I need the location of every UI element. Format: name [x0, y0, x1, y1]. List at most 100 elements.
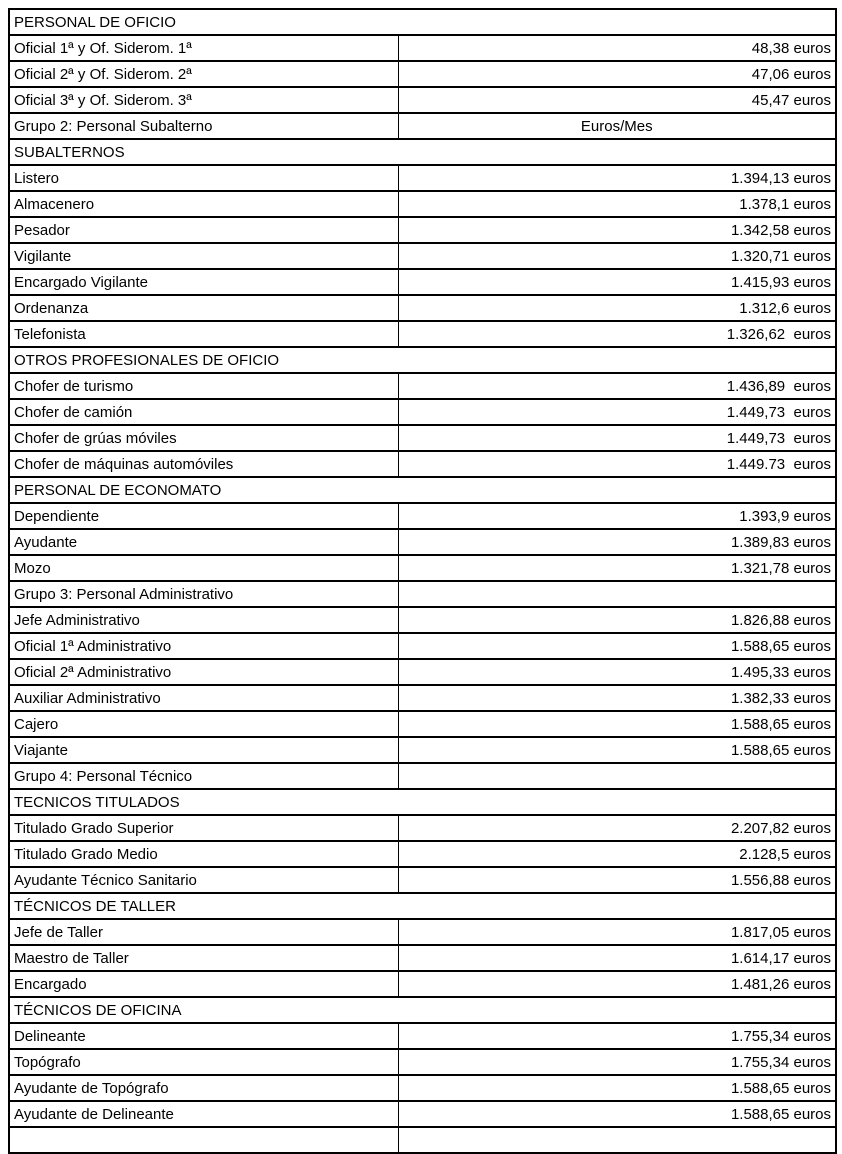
category-label: Topógrafo	[8, 1048, 399, 1076]
category-label: Dependiente	[8, 502, 399, 530]
salary-value: 2.207,82 euros	[397, 814, 837, 842]
salary-value: 1.556,88 euros	[397, 866, 837, 894]
category-label: Maestro de Taller	[8, 944, 399, 972]
category-label: Chofer de máquinas automóviles	[8, 450, 399, 478]
salary-value: 1.394,13 euros	[397, 164, 837, 192]
category-label: Ayudante	[8, 528, 399, 556]
salary-value: 1.588,65 euros	[397, 736, 837, 764]
category-label: Jefe de Taller	[8, 918, 399, 946]
table-row: Viajante 1.588,65 euros	[8, 736, 837, 764]
table-row: Maestro de Taller 1.614,17 euros	[8, 944, 837, 972]
table-row: Ayudante de Topógrafo 1.588,65 euros	[8, 1074, 837, 1102]
table-row: Encargado 1.481,26 euros	[8, 970, 837, 998]
salary-value: 1.393,9 euros	[397, 502, 837, 530]
salary-value: 1.382,33 euros	[397, 684, 837, 712]
category-label: Ayudante de Topógrafo	[8, 1074, 399, 1102]
table-row: Listero 1.394,13 euros	[8, 164, 837, 192]
table-row: Chofer de máquinas automóviles 1.449.73 e…	[8, 450, 837, 478]
table-row: Jefe de Taller 1.817,05 euros	[8, 918, 837, 946]
salary-value: 1.415,93 euros	[397, 268, 837, 296]
salary-value: 1.320,71 euros	[397, 242, 837, 270]
category-label: Oficial 2ª y Of. Siderom. 2ª	[8, 60, 399, 88]
section-title: OTROS PROFESIONALES DE OFICIO	[8, 346, 837, 374]
table-row: Cajero 1.588,65 euros	[8, 710, 837, 738]
table-row: Titulado Grado Superior 2.207,82 euros	[8, 814, 837, 842]
salary-value: 1.449.73 euros	[397, 450, 837, 478]
section-row: OTROS PROFESIONALES DE OFICIO	[8, 346, 837, 374]
category-label	[8, 1126, 399, 1154]
category-label: Ayudante de Delineante	[8, 1100, 399, 1128]
category-label: Jefe Administrativo	[8, 606, 399, 634]
table-row: Mozo 1.321,78 euros	[8, 554, 837, 582]
category-label: Oficial 1ª y Of. Siderom. 1ª	[8, 34, 399, 62]
category-label: Mozo	[8, 554, 399, 582]
amount-column-header: Euros/Mes	[397, 112, 837, 140]
salary-value: 1.321,78 euros	[397, 554, 837, 582]
salary-value: 1.588,65 euros	[397, 1074, 837, 1102]
group-label: Grupo 3: Personal Administrativo	[8, 580, 399, 608]
salary-value: 1.312,6 euros	[397, 294, 837, 322]
table-row: Vigilante 1.320,71 euros	[8, 242, 837, 270]
category-label: Oficial 2ª Administrativo	[8, 658, 399, 686]
salary-value: 45,47 euros	[397, 86, 837, 114]
category-label: Almacenero	[8, 190, 399, 218]
category-label: Viajante	[8, 736, 399, 764]
amount-column-header	[397, 580, 837, 608]
table-row: Oficial 1ª Administrativo 1.588,65 euros	[8, 632, 837, 660]
category-label: Auxiliar Administrativo	[8, 684, 399, 712]
table-row: Almacenero 1.378,1 euros	[8, 190, 837, 218]
salary-value: 1.826,88 euros	[397, 606, 837, 634]
salary-value: 1.588,65 euros	[397, 710, 837, 738]
table-row: Pesador 1.342,58 euros	[8, 216, 837, 244]
salary-value: 1.817,05 euros	[397, 918, 837, 946]
table-row: Dependiente 1.393,9 euros	[8, 502, 837, 530]
salary-value: 48,38 euros	[397, 34, 837, 62]
table-row: Delineante 1.755,34 euros	[8, 1022, 837, 1050]
salary-value: 1.588,65 euros	[397, 1100, 837, 1128]
section-row: PERSONAL DE ECONOMATO	[8, 476, 837, 504]
group-label: Grupo 4: Personal Técnico	[8, 762, 399, 790]
table-row: Ordenanza 1.312,6 euros	[8, 294, 837, 322]
section-row: TÉCNICOS DE OFICINA	[8, 996, 837, 1024]
salary-value: 1.449,73 euros	[397, 398, 837, 426]
table-row: Encargado Vigilante 1.415,93 euros	[8, 268, 837, 296]
salary-value: 1.326,62 euros	[397, 320, 837, 348]
table-row: Chofer de grúas móviles 1.449,73 euros	[8, 424, 837, 452]
table-row: Ayudante Técnico Sanitario 1.556,88 euros	[8, 866, 837, 894]
category-label: Encargado Vigilante	[8, 268, 399, 296]
salary-value: 1.449,73 euros	[397, 424, 837, 452]
table-row: Oficial 1ª y Of. Siderom. 1ª 48,38 euros	[8, 34, 837, 62]
section-title: SUBALTERNOS	[8, 138, 837, 166]
table-row	[8, 1126, 837, 1154]
salary-value: 1.342,58 euros	[397, 216, 837, 244]
salary-value: 1.755,34 euros	[397, 1048, 837, 1076]
section-title: TÉCNICOS DE TALLER	[8, 892, 837, 920]
category-label: Vigilante	[8, 242, 399, 270]
salary-value: 1.755,34 euros	[397, 1022, 837, 1050]
category-label: Encargado	[8, 970, 399, 998]
salary-value: 1.389,83 euros	[397, 528, 837, 556]
table-row: Grupo 4: Personal Técnico	[8, 762, 837, 790]
table-row: Chofer de turismo 1.436,89 euros	[8, 372, 837, 400]
table-row: Oficial 2ª y Of. Siderom. 2ª 47,06 euros	[8, 60, 837, 88]
section-row: TÉCNICOS DE TALLER	[8, 892, 837, 920]
group-label: Grupo 2: Personal Subalterno	[8, 112, 399, 140]
section-row: TECNICOS TITULADOS	[8, 788, 837, 816]
category-label: Cajero	[8, 710, 399, 738]
category-label: Titulado Grado Medio	[8, 840, 399, 868]
category-label: Ayudante Técnico Sanitario	[8, 866, 399, 894]
salary-value: 1.495,33 euros	[397, 658, 837, 686]
salary-table: PERSONAL DE OFICIO Oficial 1ª y Of. Sider…	[8, 8, 838, 1154]
table-row: Auxiliar Administrativo 1.382,33 euros	[8, 684, 837, 712]
salary-value: 1.588,65 euros	[397, 632, 837, 660]
category-label: Telefonista	[8, 320, 399, 348]
table-row: Oficial 2ª Administrativo 1.495,33 euros	[8, 658, 837, 686]
salary-value: 1.378,1 euros	[397, 190, 837, 218]
table-row: Grupo 3: Personal Administrativo	[8, 580, 837, 608]
section-row: SUBALTERNOS	[8, 138, 837, 166]
section-row: PERSONAL DE OFICIO	[8, 8, 837, 36]
category-label: Chofer de turismo	[8, 372, 399, 400]
category-label: Chofer de camión	[8, 398, 399, 426]
category-label: Oficial 1ª Administrativo	[8, 632, 399, 660]
